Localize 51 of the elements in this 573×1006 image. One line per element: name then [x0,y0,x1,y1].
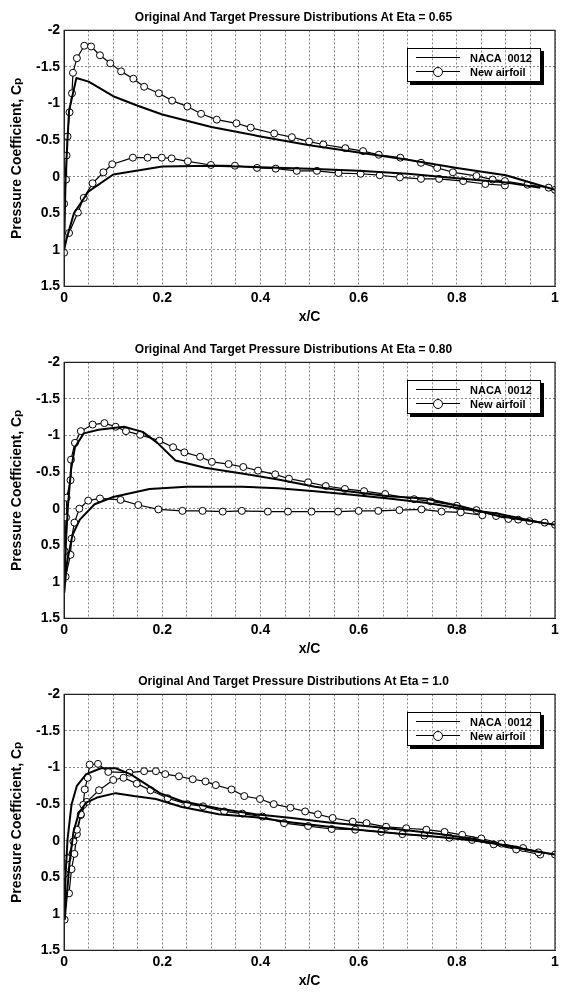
x-tick-label: 0.4 [250,952,271,969]
x-axis-title: x/C [298,972,321,989]
legend-label: NACA 0012 [470,384,532,397]
y-tick-label: 1.5 [40,941,61,958]
y-tick-label: 1 [52,904,61,921]
legend-label: NACA 0012 [470,716,532,729]
y-tick-label: -2 [47,353,61,370]
legend-label: New airfoil [470,66,526,79]
y-tick-label: -1 [47,758,61,775]
y-tick-label: 0 [52,167,61,184]
x-tick-label: 1 [551,288,560,305]
legend-label: NACA 0012 [470,52,532,65]
y-tick-label: 0.5 [40,536,61,553]
chart-title: Original And Target Pressure Distributions At Eta = 1.0 [138,673,450,688]
y-tick-label: -1.5 [36,721,61,738]
y-tick-label: 1 [52,572,61,589]
legend-label: New airfoil [470,398,526,411]
x-tick-label: 0.8 [447,952,467,969]
y-tick-label: -2 [47,21,61,38]
x-tick-label: 0.2 [152,288,173,305]
chart-title: Original And Target Pressure Distributions At Eta = 0.80 [134,341,453,356]
chart-title: Original And Target Pressure Distributions At Eta = 0.65 [134,9,453,24]
y-tick-label: -1.5 [36,389,61,406]
y-tick-label: -0.5 [36,130,61,147]
y-tick-label: -2 [47,685,61,702]
y-tick-label: 1.5 [40,609,61,626]
x-tick-label: 0.2 [152,620,173,637]
legend-label: New airfoil [470,730,526,743]
x-tick-label: 0.2 [152,952,173,969]
y-tick-label: -1 [47,94,61,111]
x-tick-label: 0.6 [348,288,369,305]
y-tick-label: 1.5 [40,277,61,294]
y-tick-label: 0 [52,499,61,516]
x-tick-label: 0.8 [447,620,467,637]
y-tick-label: -0.5 [36,794,61,811]
x-tick-label: 0.8 [447,288,467,305]
x-tick-label: 1 [551,952,560,969]
x-axis-title: x/C [298,640,321,657]
y-tick-label: 1 [52,240,61,257]
x-tick-label: 0.4 [250,288,271,305]
x-tick-label: 1 [551,620,560,637]
y-tick-label: 0.5 [40,868,61,885]
y-tick-label: 0 [52,831,61,848]
x-tick-label: 0.6 [348,620,369,637]
y-tick-label: -1 [47,426,61,443]
y-tick-label: 0.5 [40,204,61,221]
y-tick-label: -1.5 [36,57,61,74]
x-tick-label: 0.6 [348,952,369,969]
x-axis-title: x/C [298,308,321,325]
x-tick-label: 0.4 [250,620,271,637]
y-tick-label: -0.5 [36,462,61,479]
